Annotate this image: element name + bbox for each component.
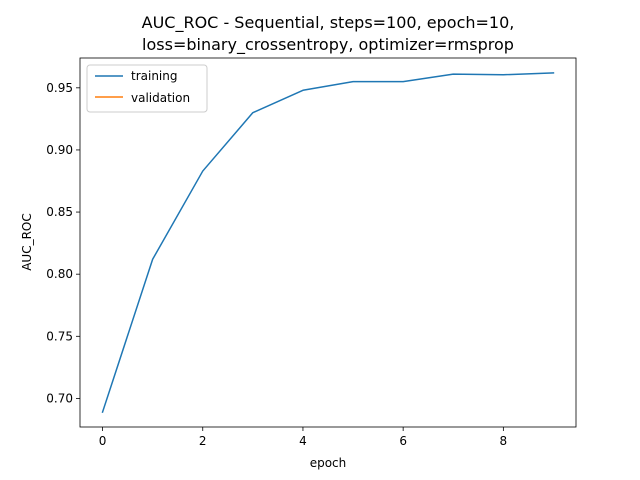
- legend-label-training: training: [131, 69, 178, 83]
- chart-title-line-1: AUC_ROC - Sequential, steps=100, epoch=1…: [142, 13, 515, 33]
- y-tick-label: 0.85: [46, 205, 73, 219]
- legend-label-validation: validation: [131, 91, 190, 105]
- y-tick-label: 0.70: [46, 391, 73, 405]
- x-tick-label: 0: [99, 434, 107, 448]
- y-tick-label: 0.90: [46, 143, 73, 157]
- y-tick-label: 0.95: [46, 81, 73, 95]
- x-axis-ticks: 0 2 4 6 8: [99, 427, 507, 448]
- y-axis-ticks: 0.70 0.75 0.80 0.85 0.90 0.95: [46, 81, 80, 405]
- x-tick-label: 8: [500, 434, 508, 448]
- x-tick-label: 6: [399, 434, 407, 448]
- legend: training validation: [86, 64, 208, 113]
- y-axis-label: AUC_ROC: [20, 213, 34, 271]
- plot-area: [79, 57, 577, 428]
- chart-title-line-2: loss=binary_crossentropy, optimizer=rmsp…: [142, 35, 514, 55]
- y-tick-label: 0.80: [46, 267, 73, 281]
- x-tick-label: 4: [299, 434, 307, 448]
- x-tick-label: 2: [199, 434, 207, 448]
- series-line-training: [101, 72, 555, 414]
- x-axis-label: epoch: [310, 456, 347, 470]
- series-layer: [101, 72, 555, 414]
- y-tick-label: 0.75: [46, 329, 73, 343]
